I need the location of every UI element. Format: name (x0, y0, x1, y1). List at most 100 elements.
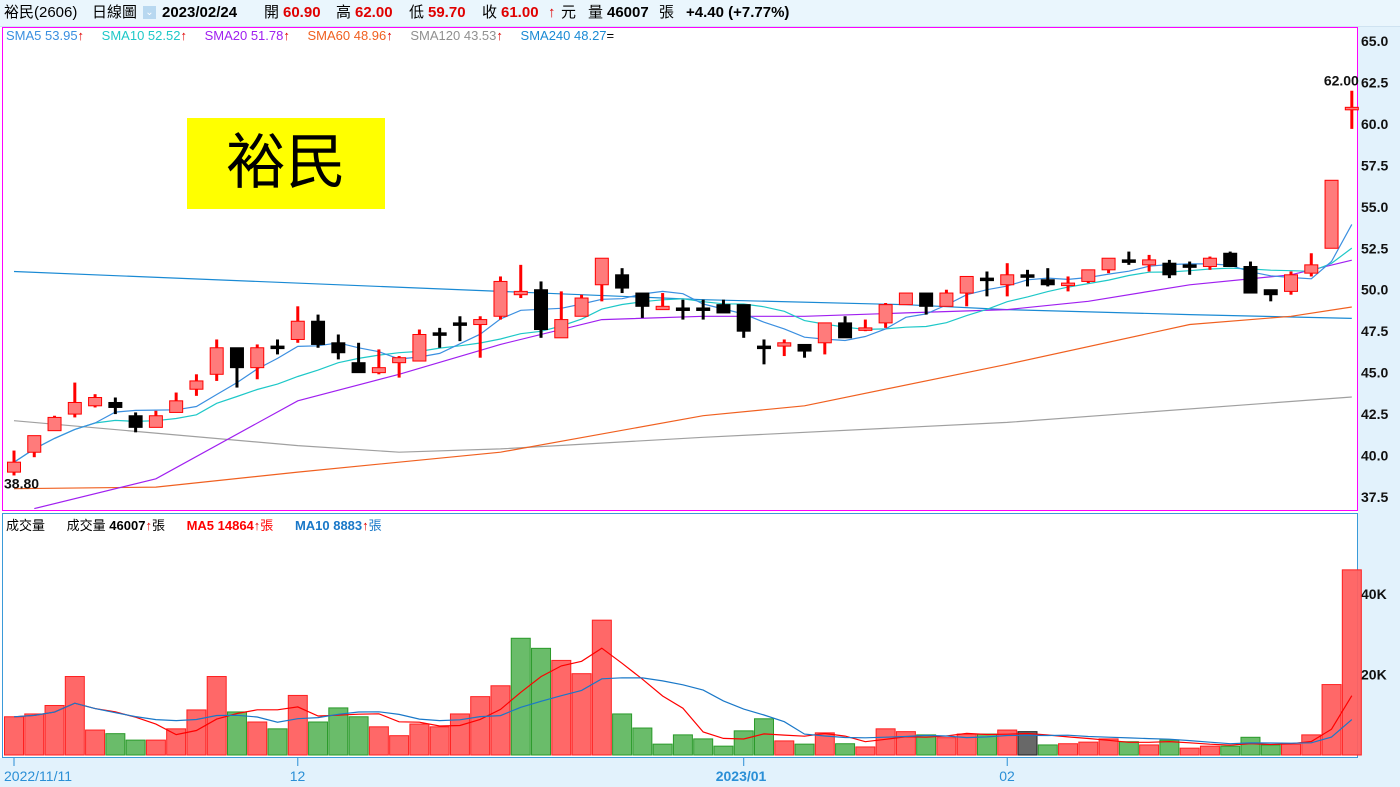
candle (67, 382, 82, 418)
sma10-line (13, 247, 1353, 463)
candle (27, 435, 42, 458)
candle (1061, 276, 1076, 292)
candle-body (209, 347, 224, 375)
open-value: 60.90 (283, 4, 321, 21)
ma-legend: SMA5 53.95↑ SMA10 52.52↑ SMA20 51.78↑ SM… (6, 28, 628, 43)
volume-bar (145, 739, 166, 756)
volume-unit: 張 (659, 4, 675, 21)
volume-bar (1037, 744, 1058, 756)
candle (756, 339, 771, 365)
legend-sma20: SMA20 51.78↑ (204, 28, 290, 43)
candle (148, 410, 163, 428)
price-tick-label: 55.0 (1361, 199, 1388, 215)
sma120-line (13, 396, 1352, 453)
volume-bar (1220, 745, 1241, 756)
candle-body (939, 292, 954, 307)
unit-label: 元 (561, 4, 577, 21)
date: 2023/02/24 (162, 4, 238, 21)
chart-type-dropdown[interactable]: ⌄ (143, 6, 156, 19)
date-tick-label: 12 (290, 768, 306, 784)
candle-body (1182, 264, 1197, 268)
price-change: +4.40 (+7.77%) (686, 4, 790, 21)
candle (716, 299, 731, 314)
volume-bar (1098, 738, 1119, 756)
candle (250, 344, 265, 380)
volume-bar (693, 738, 714, 756)
candle-body (1223, 252, 1238, 268)
candle-body (1162, 262, 1177, 276)
volume-bar (1341, 569, 1362, 756)
candle (979, 271, 994, 297)
volume-bar (1281, 743, 1302, 756)
volume-bar (24, 713, 45, 756)
candle (493, 276, 508, 320)
candle-body (108, 401, 123, 408)
stock-name: 裕民(2606) (4, 4, 78, 21)
candle (858, 319, 873, 332)
date-tick-label: 02 (999, 768, 1015, 784)
candle-body (290, 320, 305, 340)
volume-bar (470, 696, 491, 756)
candle (189, 374, 204, 396)
candle (290, 306, 305, 343)
candle (1101, 257, 1116, 274)
legend-sma240: SMA240 48.27= (520, 28, 615, 43)
candle-body (959, 275, 974, 294)
volume-bar (429, 726, 450, 756)
date-axis-panel (0, 758, 1400, 787)
candle-body (1344, 106, 1359, 111)
volume-bar (64, 676, 85, 756)
high-value: 62.00 (355, 4, 393, 21)
candle (209, 339, 224, 381)
volume-bar (1179, 747, 1200, 756)
volume-bar (855, 746, 876, 756)
candle-body (534, 289, 549, 331)
candle-body (452, 322, 467, 326)
candle-body (919, 292, 934, 307)
candle (696, 299, 711, 320)
volume-bar (753, 718, 774, 756)
volume-bar (936, 737, 957, 756)
candle-body (67, 401, 82, 415)
candle-body (1202, 257, 1217, 268)
volume-bar (308, 721, 329, 756)
volume-bar (409, 723, 430, 756)
volume-title: 成交量 (6, 518, 46, 533)
volume-bar (267, 728, 288, 756)
volume-bar (895, 731, 916, 756)
candle (47, 415, 62, 432)
candle-body (412, 333, 427, 362)
volume-bar (1017, 731, 1038, 756)
candle-body (898, 292, 913, 306)
candle (1223, 251, 1238, 268)
candle (1284, 271, 1299, 295)
candle (229, 347, 244, 388)
candle (1142, 254, 1157, 272)
candle-body (1081, 269, 1096, 282)
close-value: 61.00 (501, 4, 539, 21)
volume-bar (1199, 745, 1220, 756)
candle (1121, 251, 1136, 265)
candle-body (432, 332, 447, 336)
price-tick-label: 52.5 (1361, 240, 1388, 256)
candle-body (594, 257, 609, 286)
low-annotation: 38.80 (4, 475, 39, 491)
volume-bar (368, 726, 389, 756)
candle (817, 322, 832, 355)
candle-body (1324, 179, 1339, 249)
candle-body (797, 343, 812, 352)
candle-body (189, 380, 204, 390)
volume-ma5-line (13, 647, 1353, 746)
candle (7, 450, 21, 476)
volume-bar (125, 739, 146, 756)
candle (88, 394, 103, 408)
candle-body (1121, 259, 1136, 263)
volume-label: 量 (588, 4, 604, 21)
volume-bar (612, 713, 633, 756)
candle-body (88, 397, 103, 407)
volume-bar (672, 734, 693, 756)
price-tick-label: 65.0 (1361, 33, 1388, 49)
candle-body (169, 400, 184, 413)
candle (452, 316, 467, 342)
volume-bar (85, 729, 106, 756)
